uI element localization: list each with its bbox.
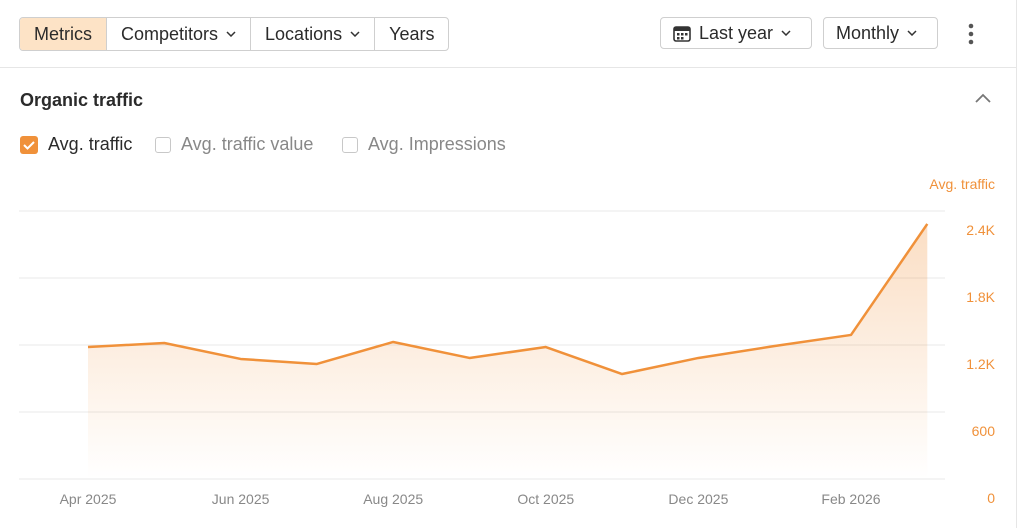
toggle-label: Avg. traffic — [48, 134, 133, 154]
toggle-label: Avg. traffic value — [181, 134, 314, 154]
checkbox — [155, 136, 171, 153]
metric-toggle[interactable]: Avg. traffic — [20, 134, 132, 155]
y-tick-label: 0 — [987, 490, 995, 506]
period-label: Last year — [699, 22, 774, 43]
x-tick-label: Feb 2026 — [821, 491, 880, 507]
chevron — [350, 31, 360, 37]
interval-label: Monthly — [836, 22, 900, 43]
chart: Avg. traffic 0 600 1.2K 1.8K 2.4K Apr 2025 Jun… — [19, 176, 996, 507]
chevron — [226, 31, 236, 37]
x-tick-label: Aug 2025 — [363, 491, 423, 507]
interval-button[interactable]: Monthly — [823, 17, 938, 49]
x-tick-label: Dec 2025 — [668, 491, 728, 507]
chevron — [781, 30, 791, 36]
metric-toggle[interactable]: Avg. Impressions — [342, 134, 506, 155]
tab[interactable]: Years — [374, 18, 448, 50]
more-menu[interactable] — [966, 23, 976, 45]
period-button[interactable]: Last year — [660, 17, 812, 49]
tab-label: Metrics — [34, 23, 92, 44]
collapse-icon[interactable] — [975, 93, 991, 103]
toolbar: Metrics Competitors Locations Years Last… — [0, 0, 1016, 68]
tab[interactable]: Metrics — [20, 18, 106, 50]
x-tick-label: Jun 2025 — [212, 491, 270, 507]
panel-border — [1016, 0, 1017, 528]
line — [87, 223, 929, 376]
section-title: Organic traffic — [20, 90, 144, 110]
x-tick-label: Oct 2025 — [517, 491, 574, 507]
tab[interactable]: Competitors — [106, 18, 250, 50]
y-tick-label: 1.2K — [966, 356, 995, 372]
checkbox — [342, 136, 358, 153]
y-tick-label: 1.8K — [966, 289, 995, 305]
tab-label: Years — [389, 23, 435, 44]
y-tick-label: 600 — [972, 423, 996, 439]
y-tick-label: 2.4K — [966, 222, 995, 238]
tab-label: Locations — [265, 23, 343, 44]
calendar-icon — [673, 26, 691, 42]
x-tick-label: Apr 2025 — [60, 491, 117, 507]
tab-label: Competitors — [121, 23, 219, 44]
chevron — [907, 30, 917, 36]
metric-toggle[interactable]: Avg. traffic value — [155, 134, 313, 155]
y-axis-label: Avg. traffic — [929, 176, 995, 192]
tab[interactable]: Locations — [250, 18, 374, 50]
area-fill — [88, 223, 928, 479]
checkbox-checked — [20, 135, 38, 154]
tab-group: Metrics Competitors Locations Years — [19, 17, 450, 51]
toggle-label: Avg. Impressions — [368, 134, 506, 154]
